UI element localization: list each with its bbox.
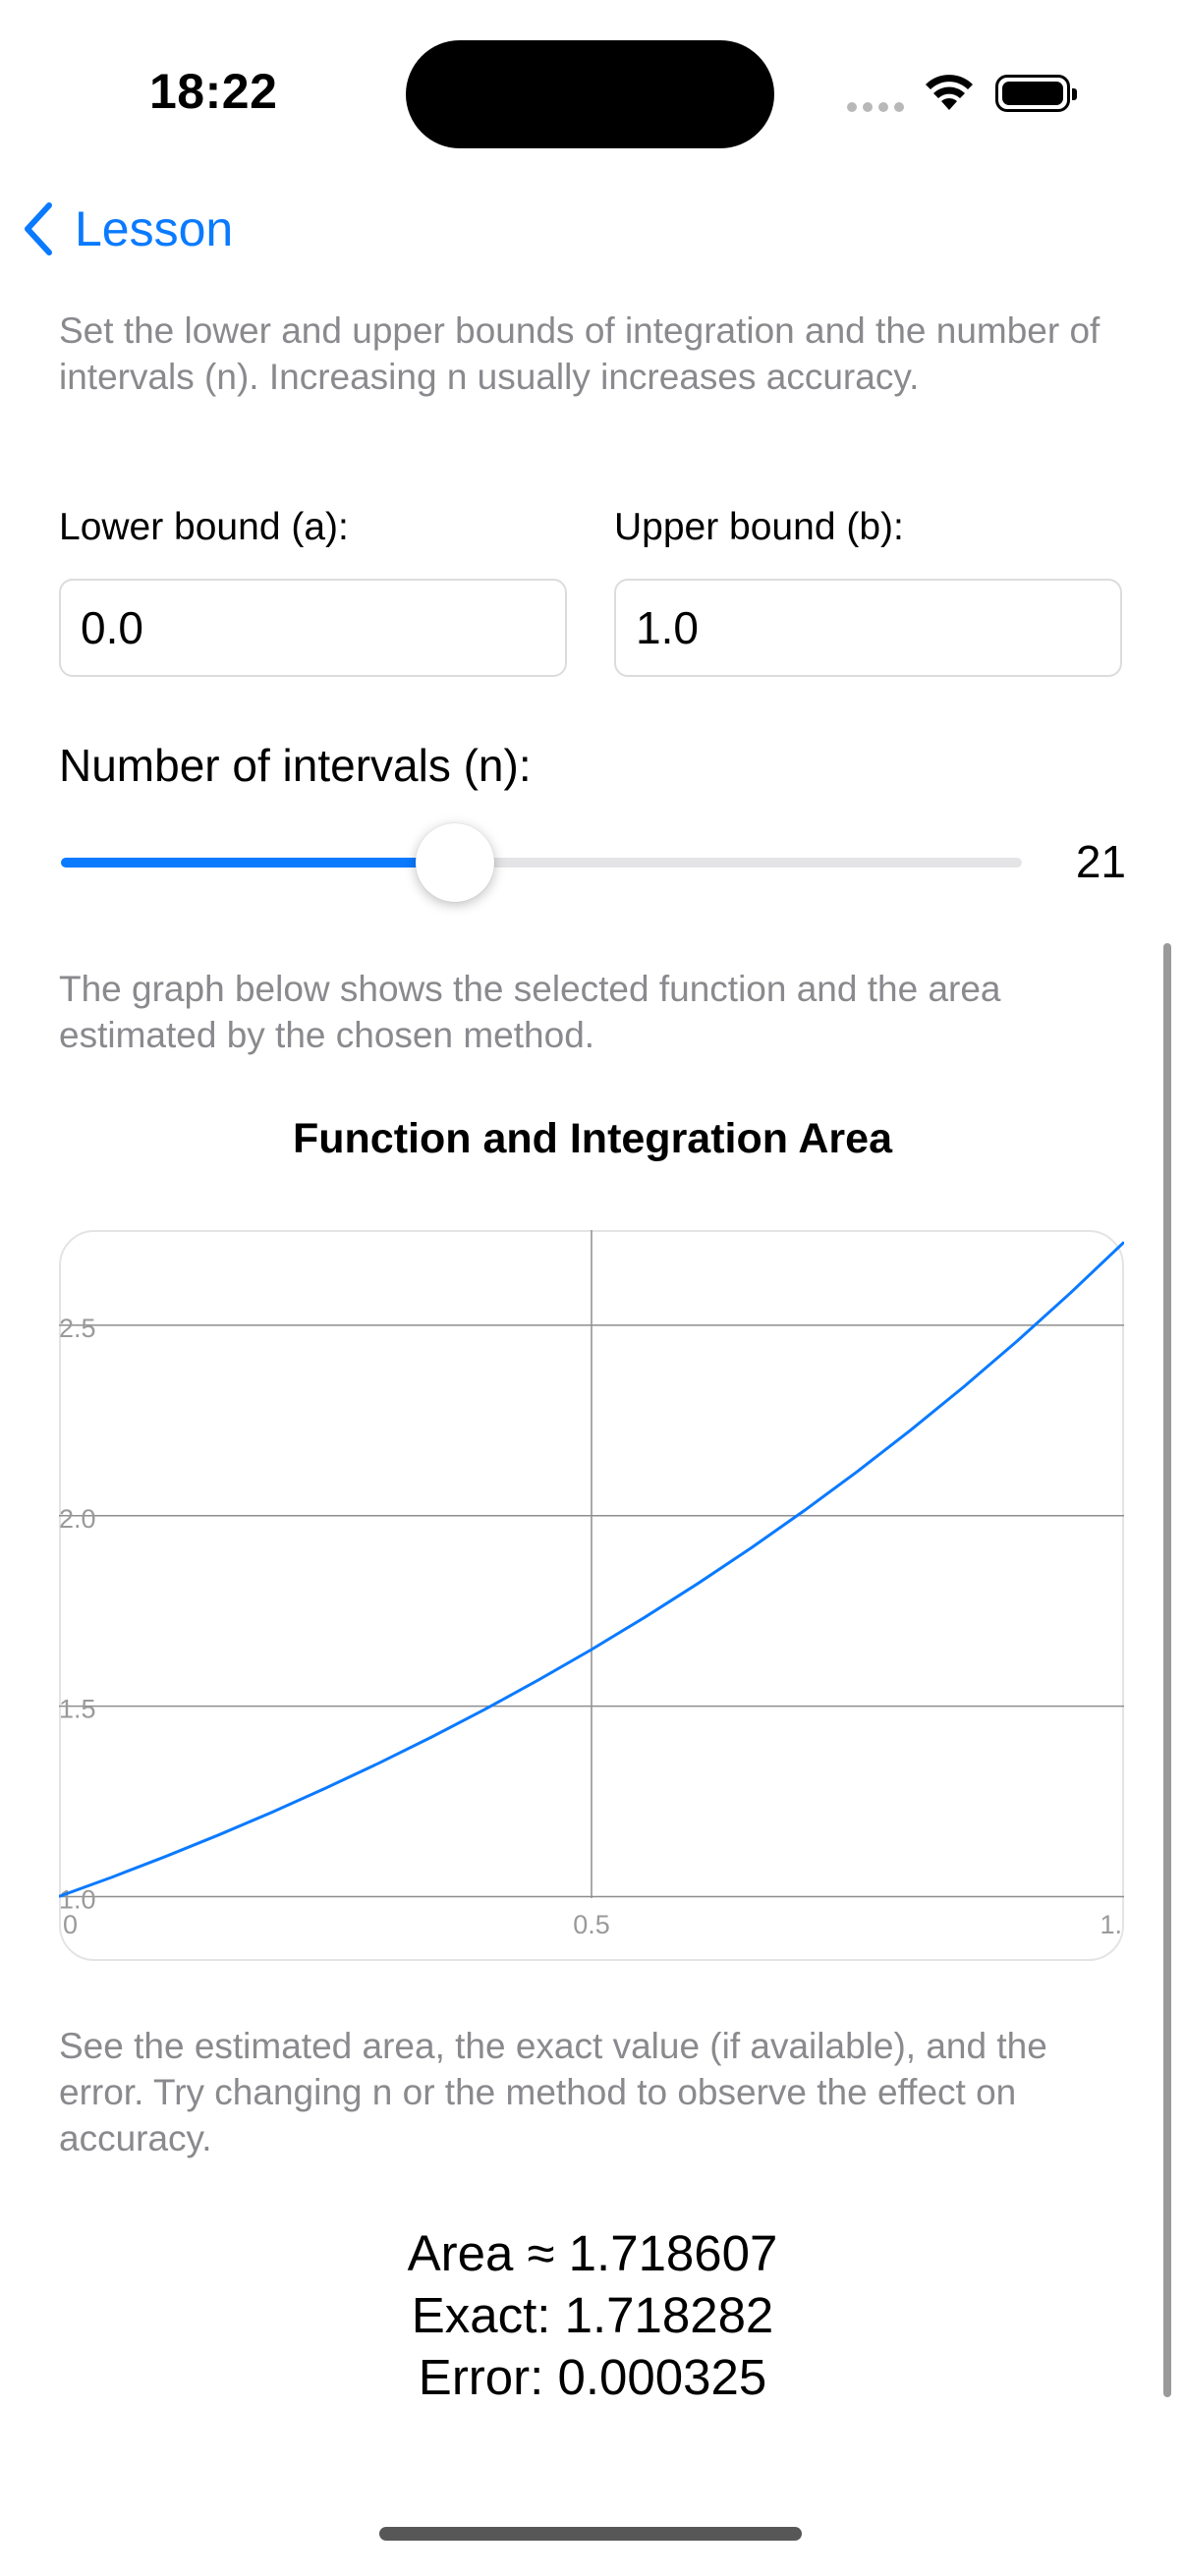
- upper-bound-field[interactable]: [614, 579, 1122, 677]
- scrollbar[interactable]: [1163, 943, 1171, 2397]
- graph-description: The graph below shows the selected funct…: [59, 969, 1001, 1055]
- lower-bound-label: Lower bound (a):: [59, 506, 349, 548]
- cellular-signal-icon: [847, 102, 904, 112]
- x-tick-label: 0: [63, 1910, 78, 1939]
- back-button[interactable]: Lesson: [22, 195, 233, 263]
- x-tick-label: 0.5: [573, 1910, 610, 1939]
- back-label: Lesson: [75, 201, 234, 256]
- y-tick-label: 2.0: [59, 1504, 96, 1534]
- intervals-slider-thumb[interactable]: [415, 823, 494, 902]
- function-line: [59, 1241, 1124, 1898]
- error-result: Error: 0.000325: [418, 2349, 767, 2405]
- intervals-slider-fill: [61, 858, 455, 868]
- chevron-left-icon: [25, 202, 52, 255]
- x-tick-label: 1.: [1100, 1910, 1122, 1939]
- y-tick-label: 2.5: [59, 1314, 96, 1343]
- chart-title: Function and Integration Area: [293, 1115, 892, 1162]
- lower-bound-field[interactable]: [59, 579, 567, 677]
- intervals-label: Number of intervals (n):: [59, 740, 532, 791]
- results-panel: Area ≈ 1.718607 Exact: 1.718282 Error: 0…: [0, 2222, 1185, 2408]
- y-tick-label: 1.5: [59, 1695, 96, 1724]
- intervals-slider-track[interactable]: [61, 858, 1022, 868]
- function-chart: 1.01.52.02.50 0.5 1.: [59, 1230, 1124, 1939]
- dynamic-island: [406, 40, 774, 148]
- area-result: Area ≈ 1.718607: [407, 2225, 778, 2281]
- results-description: See the estimated area, the exact value …: [59, 2026, 1047, 2158]
- intervals-value: 21: [1075, 836, 1126, 887]
- upper-bound-input[interactable]: [616, 581, 1120, 675]
- bounds-description: Set the lower and upper bounds of integr…: [59, 310, 1100, 397]
- status-time: 18:22: [149, 64, 278, 119]
- home-indicator: [379, 2527, 802, 2541]
- lower-bound-input[interactable]: [61, 581, 565, 675]
- upper-bound-label: Upper bound (b):: [614, 506, 904, 548]
- battery-icon: [995, 75, 1077, 112]
- exact-result: Exact: 1.718282: [411, 2287, 774, 2343]
- wifi-icon: [926, 75, 973, 110]
